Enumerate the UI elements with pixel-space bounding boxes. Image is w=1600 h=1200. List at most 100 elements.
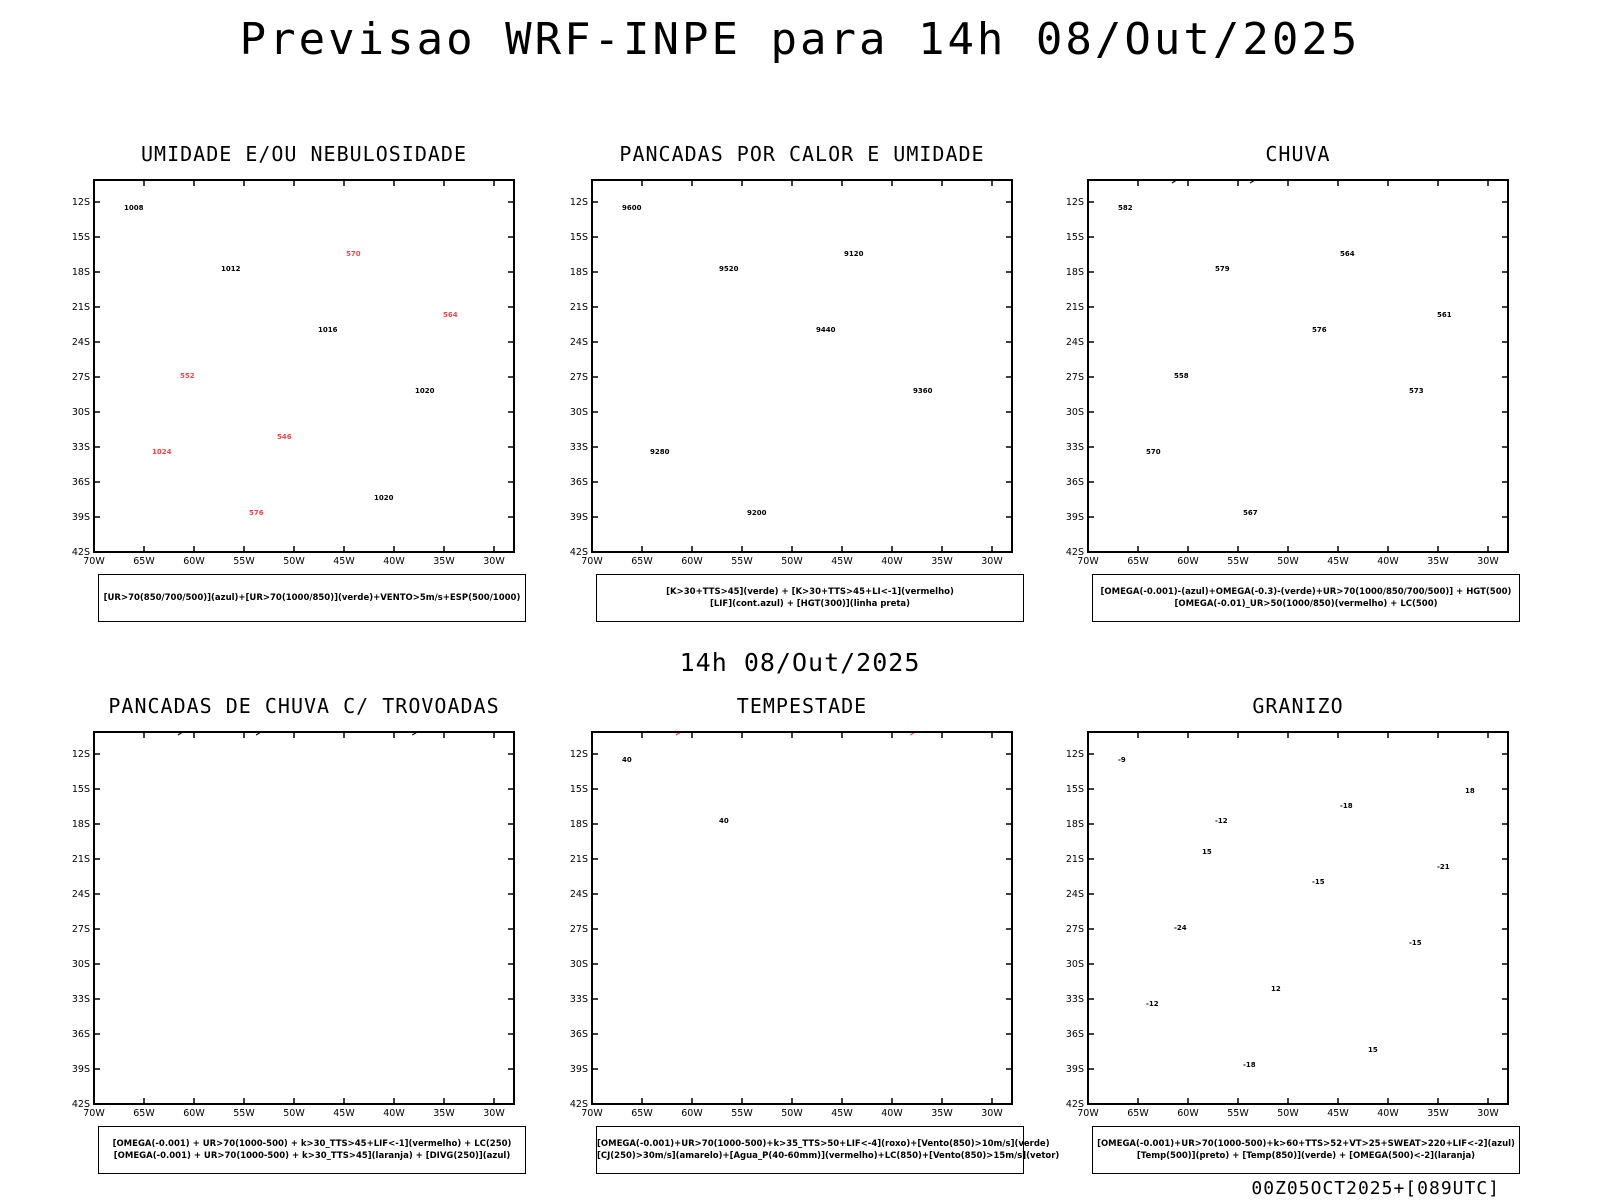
legend-line: [Temp(500)](preto) + [Temp(850)](verde) … xyxy=(1136,1151,1476,1161)
lat-tick-label: 18S xyxy=(72,819,90,830)
legend-line: [OMEGA(-0.01)_UR>50(1000/850)(vermelho) … xyxy=(1174,599,1438,609)
panel-title: PANCADAS POR CALOR E UMIDADE xyxy=(619,142,985,166)
lat-tick-label: 33S xyxy=(570,994,588,1005)
contour-label: 558 xyxy=(1174,372,1189,380)
lat-tick-label: 30S xyxy=(570,407,588,418)
lon-tick-label: 40W xyxy=(881,556,903,567)
lat-tick-label: 36S xyxy=(1066,477,1084,488)
lon-tick-label: 40W xyxy=(383,1108,405,1119)
lon-tick-label: 65W xyxy=(631,1108,653,1119)
lat-tick-label: 27S xyxy=(72,372,90,383)
legend-line: [OMEGA(-0.001)+UR>70(1000-500)+k>35_TTS>… xyxy=(597,1139,1050,1149)
contour-label: 9120 xyxy=(844,250,864,258)
wind-streamline xyxy=(212,732,287,733)
lon-tick-label: 45W xyxy=(333,1108,355,1119)
contour-label: 12 xyxy=(1271,985,1281,993)
lat-tick-label: 42S xyxy=(570,547,588,558)
lon-tick-label: 45W xyxy=(831,1108,853,1119)
lon-tick-label: 50W xyxy=(283,556,305,567)
lon-tick-label: 70W xyxy=(581,556,603,567)
contour-label: -9 xyxy=(1118,756,1126,764)
lon-tick-label: 60W xyxy=(183,556,205,567)
panel-pancadas-trovoadas: PANCADAS DE CHUVA C/ TROVOADAS 12S 15S 18S 2… xyxy=(54,694,554,1174)
lon-tick-label: 60W xyxy=(1177,1108,1199,1119)
legend-line: [OMEGA(-0.001) + UR>70(1000-500) + k>30_… xyxy=(112,1139,512,1149)
wind-streamline xyxy=(662,732,1001,733)
lat-tick-label: 36S xyxy=(1066,1029,1084,1040)
lon-tick-label: 55W xyxy=(731,1108,753,1119)
legend-line: [UR>70(850/700/500)](azul)+[UR>70(1000/8… xyxy=(103,593,521,603)
lon-tick-label: 40W xyxy=(1377,1108,1399,1119)
legend-line: [LIF](cont.azul) + [HGT(300)](linha pret… xyxy=(709,599,911,609)
legend-box: [OMEGA(-0.001)-(azul)+OMEGA(-0.3)-(verde… xyxy=(1092,574,1520,622)
map-umidade: 1008 1012 1016 1020 1024 576 570 564 552 546 1020 1… xyxy=(72,179,515,567)
lat-tick-label: 15S xyxy=(1066,784,1084,795)
lat-tick-label: 24S xyxy=(570,889,588,900)
lat-tick-label: 27S xyxy=(1066,924,1084,935)
lon-tick-label: 65W xyxy=(1127,1108,1149,1119)
lon-tick-label: 30W xyxy=(1477,556,1499,567)
lat-tick-label: 30S xyxy=(570,959,588,970)
contour-label: 1024 xyxy=(152,448,172,456)
panel-chuva: CHUVA 582 579 576 573 570 567 564 561 558 12S 15S 18… xyxy=(1048,142,1548,622)
lat-tick-label: 27S xyxy=(1066,372,1084,383)
lon-tick-label: 50W xyxy=(781,1108,803,1119)
lat-tick-label: 12S xyxy=(1066,197,1084,208)
lat-tick-label: 12S xyxy=(72,749,90,760)
contour-label: 9440 xyxy=(816,326,836,334)
lon-tick-label: 35W xyxy=(1427,556,1449,567)
lat-tick-label: 39S xyxy=(570,512,588,523)
lon-tick-label: 35W xyxy=(433,556,455,567)
lat-tick-label: 39S xyxy=(1066,1064,1084,1075)
legend-line: [CJ(250)>30m/s](amarelo)+[Agua_P(40-60mm… xyxy=(597,1151,1060,1161)
legend-box: [K>30+TTS>45](verde) + [K>30+TTS>45+LI<-… xyxy=(596,574,1024,622)
panel-title: UMIDADE E/OU NEBULOSIDADE xyxy=(140,142,468,166)
lon-tick-label: 30W xyxy=(483,1108,505,1119)
lat-tick-label: 36S xyxy=(72,477,90,488)
lat-tick-label: 36S xyxy=(570,1029,588,1040)
contour-label: -15 xyxy=(1409,939,1422,947)
contour-label: 9360 xyxy=(913,387,933,395)
lon-tick-label: 35W xyxy=(931,1108,953,1119)
lat-tick-label: 42S xyxy=(1066,547,1084,558)
lon-tick-label: 60W xyxy=(1177,556,1199,567)
map-chuva: 582 579 576 573 570 567 564 561 558 12S 15S 18S 21S 2… xyxy=(1066,179,1509,567)
contour-label: 1008 xyxy=(124,204,144,212)
contour-label: 9280 xyxy=(650,448,670,456)
lat-tick-label: 18S xyxy=(72,267,90,278)
lat-tick-label: 39S xyxy=(72,1064,90,1075)
lon-tick-label: 50W xyxy=(781,556,803,567)
contour-label: 18 xyxy=(1465,787,1475,795)
lat-tick-label: 42S xyxy=(72,1099,90,1110)
panel-pancadas-calor: PANCADAS POR CALOR E UMIDADE 9600 9520 9440… xyxy=(552,142,1052,622)
lon-tick-label: 65W xyxy=(133,556,155,567)
lon-tick-label: 55W xyxy=(233,556,255,567)
lat-tick-label: 33S xyxy=(72,442,90,453)
lat-tick-label: 24S xyxy=(1066,889,1084,900)
wind-streamline xyxy=(1143,180,1497,181)
lat-tick-label: 33S xyxy=(1066,442,1084,453)
lon-tick-label: 70W xyxy=(83,556,105,567)
lon-tick-label: 40W xyxy=(383,556,405,567)
contour-label: 1012 xyxy=(221,265,241,273)
lon-tick-label: 60W xyxy=(183,1108,205,1119)
lat-tick-label: 24S xyxy=(570,337,588,348)
contour-label: 9520 xyxy=(719,265,739,273)
lat-tick-label: 15S xyxy=(570,232,588,243)
contour-label: -21 xyxy=(1437,863,1450,871)
lat-tick-label: 18S xyxy=(570,267,588,278)
lon-tick-label: 50W xyxy=(1277,1108,1299,1119)
panel-granizo: GRANIZO -9 -12 -15 -15 -12 -18 -18 -21 -24 12 15 18 1… xyxy=(1048,694,1548,1174)
lat-tick-label: 15S xyxy=(1066,232,1084,243)
lat-tick-label: 12S xyxy=(570,197,588,208)
contour-label: 576 xyxy=(249,509,264,517)
lon-tick-label: 35W xyxy=(1427,1108,1449,1119)
map-pancadas-calor: 9600 9520 9440 9360 9280 9200 9120 12S 15S 18S 21S… xyxy=(570,179,1013,567)
contour-label: 579 xyxy=(1215,265,1230,273)
panel-title: PANCADAS DE CHUVA C/ TROVOADAS xyxy=(108,694,500,718)
contour-label: 567 xyxy=(1243,509,1258,517)
lon-tick-label: 70W xyxy=(83,1108,105,1119)
wind-streamline xyxy=(602,724,1001,727)
contour-label: 576 xyxy=(1312,326,1327,334)
contour-label: 9600 xyxy=(622,204,642,212)
